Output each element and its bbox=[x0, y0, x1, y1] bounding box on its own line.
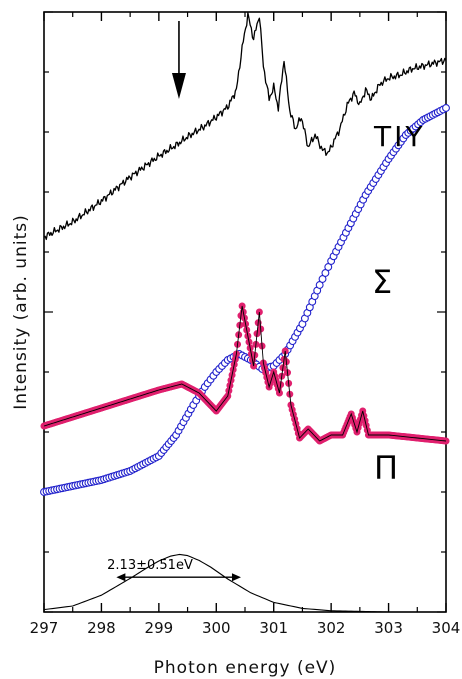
label-pi: Π bbox=[374, 449, 398, 487]
label-sigma: Σ bbox=[372, 263, 392, 301]
down-arrow-head bbox=[171, 73, 186, 99]
y-axis-title: Intensity (arb. units) bbox=[11, 214, 31, 409]
series-fit bbox=[43, 553, 446, 613]
fwhm-arrow-head-right bbox=[231, 573, 241, 582]
gaussian-curve bbox=[43, 553, 446, 613]
x-tick-label: 300 bbox=[202, 619, 231, 637]
x-tick-label: 303 bbox=[374, 619, 403, 637]
x-tick-label: 304 bbox=[432, 619, 461, 637]
series-TIY bbox=[43, 12, 447, 241]
sigma-point bbox=[442, 104, 450, 112]
x-tick-labels: 297 298 299 300 301 302 303 304 bbox=[30, 619, 461, 637]
x-tick-label: 301 bbox=[259, 619, 288, 637]
x-tick-label: 298 bbox=[87, 619, 116, 637]
fwhm-arrow-head-left bbox=[116, 573, 126, 582]
x-tick-label: 297 bbox=[30, 619, 59, 637]
tiy-curve bbox=[43, 12, 447, 241]
label-tiy: TIY bbox=[373, 120, 425, 153]
x-axis-title: Photon energy (eV) bbox=[154, 658, 337, 678]
series-layer bbox=[40, 12, 450, 613]
series-Σ bbox=[40, 104, 450, 496]
x-axis-ticks bbox=[43, 12, 447, 612]
x-tick-label: 299 bbox=[145, 619, 174, 637]
fwhm-label: 2.13±0.51eV bbox=[107, 558, 193, 573]
x-tick-label: 302 bbox=[317, 619, 346, 637]
annotation-layer bbox=[116, 21, 241, 582]
series-Π bbox=[40, 302, 450, 445]
pi-fit-line bbox=[43, 305, 447, 442]
